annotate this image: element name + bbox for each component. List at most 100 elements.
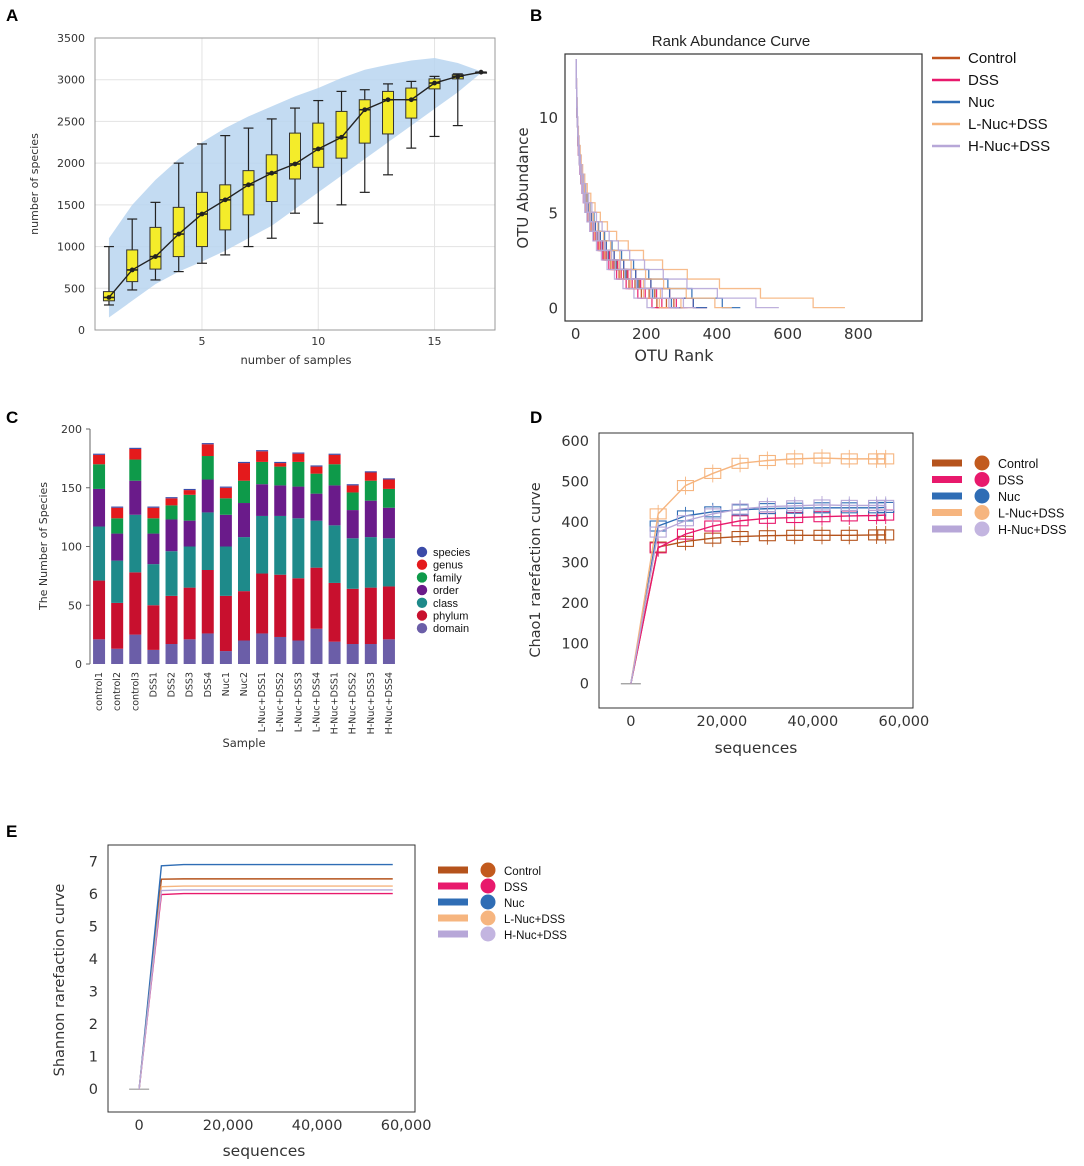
legend-swatch-dss (932, 476, 962, 483)
x-tick-label: 400 (703, 325, 732, 343)
point-box-l-nuc-dss (840, 453, 858, 465)
y-tick-label: 200 (561, 596, 589, 612)
point-box-h-nuc-dss (868, 499, 886, 511)
point-box-h-nuc-dss (704, 508, 722, 520)
legend-swatch-l-nuc-dss (932, 509, 962, 516)
y-tick-label: 3500 (57, 32, 85, 45)
bar-segment-phylum (328, 454, 341, 465)
y-tick-label: 1500 (57, 199, 85, 212)
median-point (432, 80, 437, 86)
bar-segment-class (364, 480, 377, 501)
x-tick-label: 0 (626, 714, 635, 730)
bar-segment-domain (129, 447, 142, 449)
x-tick-label: 20,000 (203, 1118, 254, 1134)
y-tick-label: 5 (89, 919, 98, 935)
bar-segment-genus (129, 572, 142, 635)
y-tick-label: 1 (89, 1050, 98, 1066)
y-tick-label: 4 (89, 952, 98, 968)
bar-segment-genus (328, 582, 341, 642)
bar-segment-family (147, 564, 160, 606)
legend-dot-control (480, 862, 496, 878)
legend-swatch-nuc (438, 898, 468, 906)
bar-segment-class (165, 505, 178, 520)
bar-segment-class (274, 466, 287, 486)
x-tick-label: 15 (428, 335, 442, 348)
bar-segment-species (111, 648, 124, 664)
rank-curve-h-nuc-dss (575, 59, 779, 309)
legend-label-control: Control (998, 457, 1038, 471)
bar-segment-family (274, 515, 287, 575)
median-point (315, 146, 321, 152)
bar-segment-order (183, 520, 196, 547)
bar-segment-genus (219, 595, 232, 652)
y-tick-label: 10 (539, 109, 558, 127)
bar-segment-genus (382, 586, 395, 640)
legend-label-class: class (433, 598, 459, 610)
y-tick-label: 0 (89, 1082, 98, 1098)
bar-segment-domain (274, 461, 287, 464)
rank-curve-l-nuc-dss (575, 59, 694, 309)
bar-segment-species (346, 644, 359, 664)
bar-segment-class (346, 492, 359, 511)
legend-swatch-control (438, 866, 468, 874)
bar-segment-species (165, 644, 178, 664)
point-box-h-nuc-dss (786, 500, 804, 512)
rank-curve-nuc (575, 59, 683, 309)
y-tick-label: 150 (61, 482, 82, 495)
bar-segment-class (129, 459, 142, 481)
x-tick-label: DSS2 (167, 672, 178, 697)
bar-segment-genus (111, 602, 124, 649)
bar-segment-family (201, 512, 214, 570)
y-tick-label: 100 (61, 541, 82, 554)
median-point (269, 170, 275, 176)
bar-segment-species (292, 640, 305, 664)
x-tick-label: H-Nuc+DSS2 (348, 672, 359, 734)
plot-frame (598, 432, 914, 709)
point-box-l-nuc-dss (813, 452, 831, 464)
median-point (222, 197, 228, 203)
rarefaction-line-control (630, 534, 886, 684)
box-body (219, 184, 232, 231)
rank-curve-h-nuc-dss (575, 59, 680, 309)
legend-swatch-control (932, 459, 962, 467)
x-tick-label: DSS3 (185, 672, 196, 697)
y-tick-label: 400 (561, 515, 589, 531)
legend-label-h-nuc-dss: H-Nuc+DSS (968, 138, 1050, 155)
bar-segment-species (238, 640, 250, 664)
bar-segment-species (147, 649, 160, 664)
plot-frame (564, 53, 923, 322)
bar-segment-order (382, 507, 395, 539)
y-tick-label: 50 (68, 599, 82, 612)
median-point (153, 254, 158, 259)
y-tick-label: 500 (561, 475, 589, 491)
y-tick-label: 3 (89, 985, 98, 1001)
point-box-control (877, 529, 895, 541)
point-box-control (840, 529, 858, 541)
y-tick-label: 7 (89, 854, 98, 870)
legend-dot-class (416, 597, 428, 608)
plot-frame (107, 844, 416, 1113)
bar-segment-species (310, 628, 323, 664)
x-tick-label: control3 (130, 672, 141, 711)
x-tick-label: DSS1 (148, 672, 159, 697)
x-tick-label: 0 (135, 1118, 144, 1134)
bar-segment-species (364, 644, 377, 664)
panel-label-d: D (530, 408, 542, 427)
x-axis-label: sequences (715, 739, 798, 757)
bar-segment-genus (201, 570, 214, 634)
rarefaction-line-h-nuc-dss (630, 504, 886, 684)
bar-segment-domain (183, 488, 196, 491)
bar-segment-order (310, 493, 323, 521)
rarefaction-line-nuc (138, 863, 393, 1090)
plot-frame (94, 37, 496, 331)
bar-segment-phylum (111, 507, 124, 519)
y-axis-label: Chao1 rarefaction curve (528, 482, 544, 657)
bar-segment-order (165, 519, 178, 552)
legend-label-phylum: phylum (433, 611, 468, 623)
legend-label-dss: DSS (504, 882, 528, 894)
median-point (408, 97, 414, 103)
point-box-h-nuc-dss (840, 499, 858, 511)
bar-segment-phylum (129, 448, 142, 460)
bar-segment-class (111, 518, 124, 534)
y-tick-label: 2500 (57, 115, 85, 128)
